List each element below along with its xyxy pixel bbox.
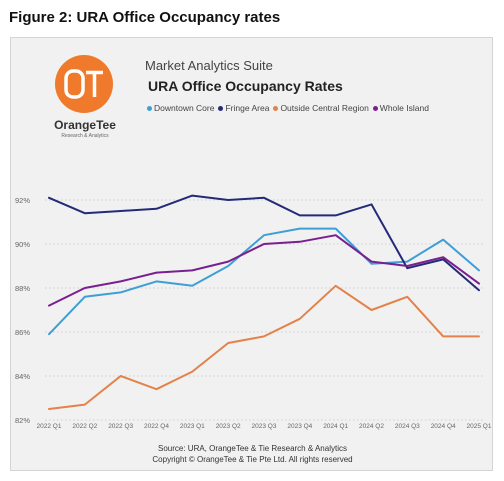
copyright-note: Copyright © OrangeTee & Tie Pte Ltd. All… [152, 455, 353, 464]
legend-item: Downtown Core [147, 103, 214, 113]
series-line-downtown-core [48, 227, 480, 336]
y-tick-label: 92% [15, 196, 30, 205]
x-tick-label: 2022 Q2 [72, 423, 97, 430]
x-tick-label: 2023 Q1 [180, 423, 205, 430]
x-tick-label: 2024 Q4 [431, 423, 456, 430]
series-line-whole-island [48, 234, 480, 307]
legend-item: Whole Island [372, 103, 429, 113]
figure-title: Figure 2: URA Office Occupancy rates [9, 9, 281, 26]
legend-swatch [147, 105, 152, 111]
series-line-outside-central-region [48, 284, 480, 410]
legend-swatch [218, 105, 224, 111]
x-tick-label: 2022 Q1 [37, 423, 62, 430]
legend-label: Fringe Area [225, 103, 270, 113]
chart-title: URA Office Occupancy Rates [148, 78, 343, 94]
chart-legend: Downtown Core Fringe Area Outside Central … [147, 103, 429, 113]
x-tick-label: 2022 Q4 [144, 423, 169, 430]
legend-swatch [372, 105, 378, 111]
x-tick-label: 2023 Q2 [216, 423, 241, 430]
y-tick-label: 82% [15, 416, 30, 425]
chart-card: OrangeTee Research & Analytics Market An… [10, 37, 493, 471]
legend-item: Outside Central Region [273, 103, 369, 113]
line-chart: 82% 84% 86% 88% 90% 92% 2022 Q1 2022 Q2 2022 Q3 2… [15, 194, 492, 430]
legend-swatch [273, 105, 279, 111]
legend-label: Downtown Core [154, 103, 215, 113]
suite-name: Market Analytics Suite [145, 58, 273, 73]
y-tick-label: 90% [15, 240, 30, 249]
source-note: Source: URA, OrangeTee & Tie Research & … [158, 444, 347, 453]
series-line-fringe-area [48, 194, 480, 292]
legend-label: Whole Island [379, 103, 429, 113]
legend-item: Fringe Area [218, 103, 269, 113]
x-tick-label: 2024 Q2 [359, 423, 384, 430]
x-tick-label: 2024 Q1 [323, 423, 348, 430]
x-tick-label: 2022 Q3 [108, 423, 133, 430]
legend-label: Outside Central Region [280, 103, 369, 113]
y-tick-label: 88% [15, 284, 30, 293]
y-tick-label: 86% [15, 328, 30, 337]
ot-monogram-icon [64, 69, 103, 99]
x-tick-label: 2023 Q3 [252, 423, 277, 430]
x-tick-label: 2023 Q4 [287, 423, 312, 430]
brand-tagline: Research & Analytics [61, 133, 109, 139]
y-tick-label: 84% [15, 372, 30, 381]
brand-name: OrangeTee [54, 118, 116, 132]
orangetee-logo [55, 55, 113, 113]
x-tick-label: 2025 Q1 [467, 423, 492, 430]
x-tick-label: 2024 Q3 [395, 423, 420, 430]
